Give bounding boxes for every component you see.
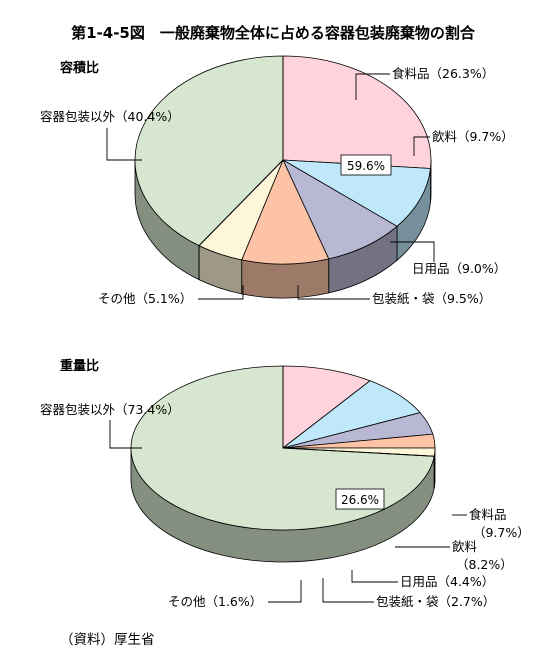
container-total-box bbox=[340, 154, 392, 176]
slice-label-包装紙・袋: 包装紙・袋（2.7%） bbox=[376, 594, 495, 609]
slice-label-日用品: 日用品（9.0%） bbox=[412, 261, 506, 276]
slice-label-飲料: 飲料 bbox=[452, 539, 478, 554]
leader-line-その他 bbox=[198, 285, 244, 300]
slice-飲料 bbox=[282, 159, 431, 227]
leader-line-飲料 bbox=[413, 136, 430, 156]
pie-chart-weight: 重量比 26.6% 食料品 （9.7%）飲料 （8.2%） 日用品（4.4%） 包装紙・袋… bbox=[40, 358, 530, 609]
slice-side-包装紙・袋 bbox=[241, 258, 330, 299]
container-total-box bbox=[335, 488, 385, 510]
slice-label-包装紙・袋: 包装紙・袋（9.5%） bbox=[372, 291, 491, 306]
slice-label-日用品: 日用品（4.4%） bbox=[400, 574, 494, 589]
slice-label-食料品: 食料品（26.3%） bbox=[392, 66, 494, 81]
slice-label-その他: その他（1.6%） bbox=[168, 594, 262, 609]
chart-title-weight: 重量比 bbox=[60, 358, 99, 374]
slice-pct-label-飲料: （8.2%） bbox=[456, 557, 513, 572]
figure-title: 第1-4-5図 一般廃棄物全体に占める容器包装廃棄物の割合 bbox=[71, 24, 476, 42]
slice-食料品 bbox=[282, 365, 371, 449]
leader-line-包装紙・袋 bbox=[297, 285, 370, 300]
leader-line-容器包装以外 bbox=[106, 128, 142, 161]
pie-chart-volume: 容積比 59.6% 食料品（26.3%） 飲料（9.7%） 日用品（9.0%） 包装紙・… bbox=[40, 55, 514, 306]
slice-label-容器包装以外: 容器包装以外（73.4%） bbox=[40, 402, 180, 417]
slice-日用品 bbox=[282, 159, 398, 260]
container-total-label: 26.6% bbox=[341, 493, 379, 507]
slice-pct-label-食料品: （9.7%） bbox=[473, 525, 530, 540]
leader-line-容器包装以外 bbox=[109, 420, 142, 449]
leader-line-包装紙・袋 bbox=[322, 578, 374, 603]
container-total-label: 59.6% bbox=[347, 159, 385, 173]
slice-包装紙・袋 bbox=[241, 159, 330, 265]
chart-title-volume: 容積比 bbox=[59, 60, 99, 76]
slice-食料品 bbox=[282, 55, 432, 169]
source-note: （資料）厚生省 bbox=[60, 632, 155, 648]
slice-label-食料品: 食料品 bbox=[469, 507, 507, 522]
slice-label-その他: その他（5.1%） bbox=[98, 291, 192, 306]
leader-line-その他 bbox=[268, 580, 302, 603]
leader-line-食料品 bbox=[355, 73, 390, 100]
leader-line-日用品 bbox=[351, 570, 398, 583]
leader-line-日用品 bbox=[390, 241, 435, 262]
slice-label-容器包装以外: 容器包装以外（40.4%） bbox=[40, 109, 180, 124]
slice-容器包装以外 bbox=[134, 55, 284, 247]
slice-label-飲料: 飲料（9.7%） bbox=[432, 129, 514, 144]
